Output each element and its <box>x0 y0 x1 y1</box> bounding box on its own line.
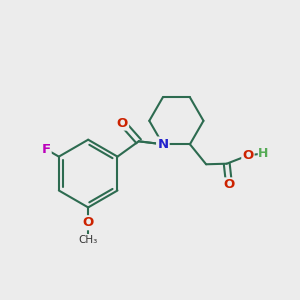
Text: H: H <box>258 148 269 160</box>
Text: N: N <box>157 138 168 151</box>
Text: O: O <box>242 149 253 162</box>
Text: O: O <box>82 216 94 229</box>
Text: CH₃: CH₃ <box>79 235 98 244</box>
Text: F: F <box>41 143 51 156</box>
Text: N: N <box>157 138 168 151</box>
Text: O: O <box>224 178 235 191</box>
Text: O: O <box>117 117 128 130</box>
